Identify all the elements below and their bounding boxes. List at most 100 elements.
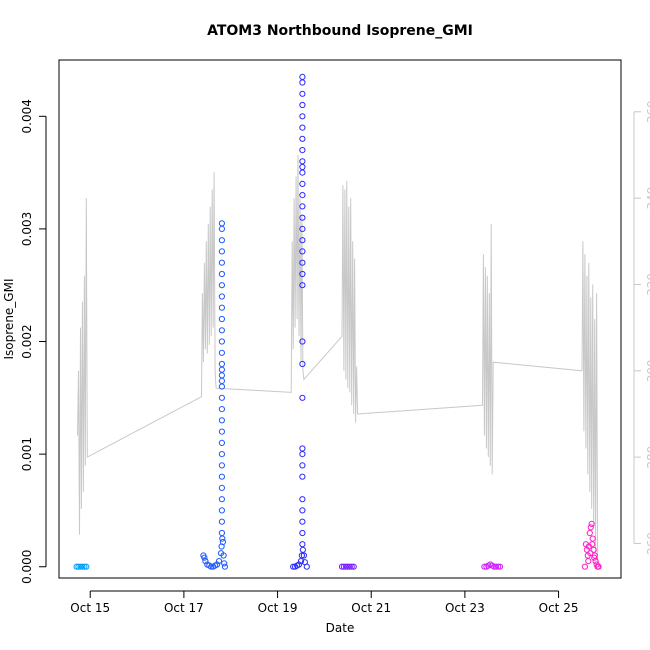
data-point bbox=[221, 563, 228, 570]
data-point bbox=[218, 225, 225, 232]
data-point bbox=[218, 282, 225, 289]
data-point bbox=[581, 563, 589, 570]
data-point bbox=[299, 192, 306, 199]
data-point bbox=[299, 79, 306, 86]
plot-layer bbox=[73, 73, 602, 570]
data-point bbox=[299, 282, 306, 289]
data-point bbox=[299, 445, 306, 452]
data-point bbox=[299, 507, 306, 514]
data-point bbox=[218, 484, 225, 491]
data-point bbox=[218, 439, 225, 446]
data-point bbox=[218, 451, 225, 458]
chart-title: ATOM3 Northbound Isoprene_GMI bbox=[207, 23, 473, 39]
data-point bbox=[218, 496, 225, 503]
data-point bbox=[214, 561, 221, 568]
data-point bbox=[299, 163, 306, 171]
data-point bbox=[218, 394, 225, 401]
data-point bbox=[218, 372, 225, 379]
y2-axis: 260 280 300 320 340 360 bbox=[633, 100, 650, 555]
data-point bbox=[218, 315, 225, 323]
data-point bbox=[586, 529, 593, 537]
data-point bbox=[218, 518, 225, 525]
y2-tick-label: 260 bbox=[645, 532, 650, 555]
data-point bbox=[300, 552, 307, 559]
data-point bbox=[202, 558, 209, 565]
data-point bbox=[299, 124, 306, 131]
data-point bbox=[218, 293, 225, 300]
data-point bbox=[299, 180, 306, 187]
data-point bbox=[218, 417, 225, 424]
y-tick-label: 0.000 bbox=[20, 550, 34, 584]
data-point bbox=[299, 541, 306, 548]
data-point bbox=[299, 394, 306, 401]
x-tick-label: Oct 17 bbox=[164, 601, 204, 615]
data-point bbox=[590, 546, 597, 553]
data-point bbox=[491, 563, 498, 570]
data-point bbox=[299, 473, 306, 480]
data-point bbox=[299, 214, 306, 221]
data-point bbox=[589, 535, 596, 542]
data-point bbox=[299, 360, 306, 368]
data-point bbox=[219, 538, 226, 546]
data-point bbox=[221, 560, 228, 567]
data-point bbox=[299, 135, 306, 142]
y2-tick-label: 360 bbox=[645, 100, 650, 123]
data-point bbox=[218, 248, 225, 255]
y-tick-label: 0.003 bbox=[20, 212, 34, 246]
data-point bbox=[350, 563, 357, 570]
data-point bbox=[218, 383, 225, 390]
data-point bbox=[299, 73, 306, 81]
data-point bbox=[299, 169, 306, 176]
data-point bbox=[299, 338, 306, 345]
x-tick-label: Oct 21 bbox=[351, 601, 391, 615]
data-point bbox=[591, 554, 598, 561]
data-point bbox=[220, 552, 227, 559]
data-point bbox=[299, 496, 306, 503]
data-point bbox=[299, 101, 306, 109]
data-point bbox=[340, 563, 347, 570]
y-tick-label: 0.001 bbox=[20, 437, 34, 471]
data-point bbox=[299, 147, 306, 154]
data-point bbox=[215, 558, 223, 565]
data-point bbox=[299, 270, 306, 278]
data-point bbox=[299, 248, 306, 255]
y-axis: 0.000 0.001 0.002 0.003 0.004 bbox=[20, 99, 47, 584]
data-point bbox=[218, 366, 225, 373]
y-tick-label: 0.004 bbox=[20, 99, 34, 133]
point-series-2 bbox=[200, 220, 228, 570]
data-point bbox=[342, 563, 349, 570]
data-point bbox=[218, 377, 225, 384]
data-point bbox=[218, 349, 225, 356]
data-point bbox=[495, 563, 502, 570]
data-point bbox=[218, 473, 225, 480]
data-point bbox=[587, 524, 594, 531]
data-point bbox=[303, 563, 310, 570]
data-point bbox=[493, 563, 500, 570]
point-series-4 bbox=[338, 563, 357, 570]
x-tick-label: Oct 25 bbox=[539, 601, 579, 615]
data-point bbox=[208, 563, 215, 570]
right-axis-line-series bbox=[77, 154, 599, 561]
plot-frame bbox=[58, 59, 622, 579]
data-point bbox=[290, 563, 297, 570]
data-point bbox=[295, 561, 303, 568]
data-point bbox=[299, 529, 306, 537]
data-point bbox=[348, 563, 355, 570]
data-point bbox=[587, 550, 594, 557]
y2-tick-label: 300 bbox=[645, 359, 650, 382]
data-point bbox=[298, 552, 305, 559]
y-axis-label: Isoprene_GMI bbox=[2, 279, 16, 360]
data-point bbox=[589, 541, 596, 548]
x-tick-label: Oct 19 bbox=[258, 601, 298, 615]
data-point bbox=[73, 563, 80, 570]
data-point bbox=[201, 554, 208, 561]
data-point bbox=[299, 158, 306, 165]
data-point bbox=[218, 220, 225, 227]
y2-tick-label: 340 bbox=[645, 187, 650, 210]
x-tick-label: Oct 23 bbox=[445, 601, 485, 615]
data-point bbox=[299, 462, 306, 469]
data-point bbox=[218, 462, 225, 469]
data-point bbox=[592, 558, 599, 565]
data-point bbox=[299, 203, 306, 210]
